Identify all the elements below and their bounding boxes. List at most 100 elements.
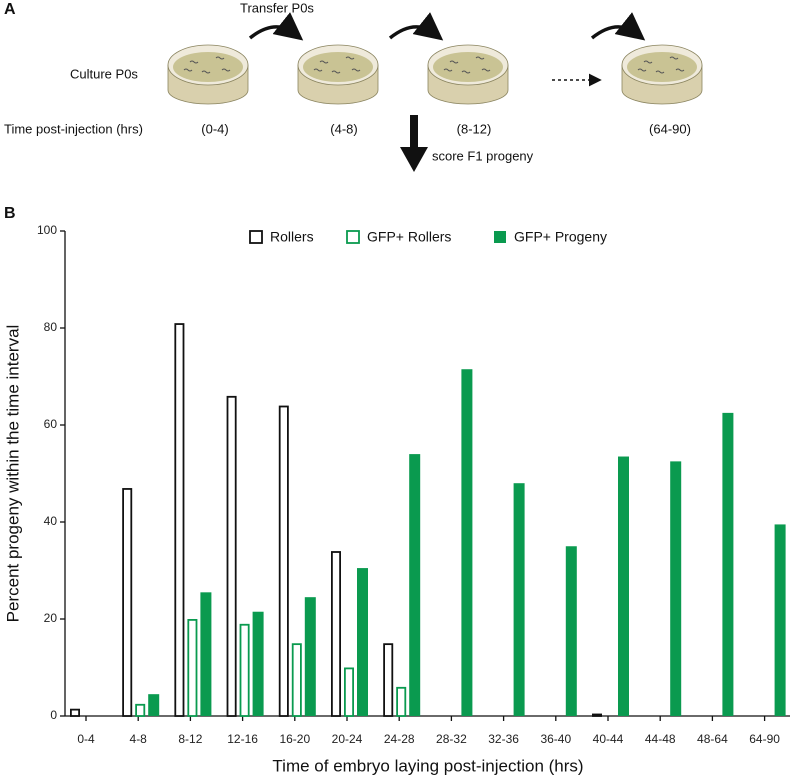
interval: (64-90) <box>649 121 691 136</box>
y-tick-label: 40 <box>44 514 58 528</box>
culture-label: Culture P0s <box>70 66 138 81</box>
time-label: Time post-injection (hrs) <box>4 121 143 136</box>
panel-label: A <box>4 1 16 18</box>
interval: (8-12) <box>457 121 492 136</box>
worm <box>669 56 679 60</box>
bar <box>565 546 577 716</box>
x-tick-label: 8-12 <box>178 732 202 746</box>
bar <box>70 708 81 717</box>
bar <box>461 369 473 716</box>
x-tick-label: 32-36 <box>488 732 519 746</box>
petri-dish <box>427 44 509 105</box>
legend-label: GFP+ Progeny <box>514 229 607 245</box>
worm <box>637 68 647 72</box>
x-tick-label: 12-16 <box>227 732 258 746</box>
bar <box>330 551 341 717</box>
panel-label: B <box>4 205 16 222</box>
arrow <box>400 147 428 172</box>
worm <box>221 68 231 72</box>
worm <box>201 70 211 74</box>
worm <box>443 68 453 72</box>
y-axis-title: Percent progeny within the time interval <box>3 325 22 623</box>
interval: (0-4) <box>201 121 228 136</box>
dishes <box>167 44 703 105</box>
y-tick-label: 20 <box>44 611 58 625</box>
bar <box>774 524 786 716</box>
worm <box>449 60 459 64</box>
x-tick-label: 16-20 <box>279 732 310 746</box>
worm <box>643 60 653 64</box>
bar <box>135 703 146 717</box>
legend-swatch <box>494 231 506 243</box>
bar <box>291 643 302 717</box>
arrow <box>410 115 418 147</box>
worm <box>345 56 355 60</box>
y-tick-label: 60 <box>44 417 58 431</box>
bar <box>592 713 603 717</box>
x-tick-label: 24-28 <box>384 732 415 746</box>
x-tick-label: 4-8 <box>130 732 148 746</box>
petri-dish <box>621 44 703 105</box>
petri-dish <box>167 44 249 105</box>
bar <box>239 623 250 717</box>
arrow <box>590 12 646 41</box>
x-tick-label: 48-64 <box>697 732 728 746</box>
chart: 0 20 40 60 80 100 0-4 4-8 8-12 12-16 16-20 20-24 24-… <box>3 223 790 775</box>
legend-label: GFP+ Rollers <box>367 229 451 245</box>
bar <box>122 488 133 717</box>
dish-agar <box>173 52 243 82</box>
x-tick-label: 0-4 <box>77 732 95 746</box>
worm <box>331 70 341 74</box>
x-tick-label: 36-40 <box>540 732 571 746</box>
x-axis-title: Time of embryo laying post-injection (hr… <box>272 756 583 775</box>
bar <box>148 694 160 716</box>
worm <box>461 70 471 74</box>
legend-swatch <box>346 230 360 244</box>
worm <box>319 60 329 64</box>
x-tick-label: 64-90 <box>749 732 780 746</box>
bar <box>670 461 682 716</box>
bar <box>174 323 185 717</box>
bar <box>618 456 629 716</box>
worm <box>475 56 485 60</box>
petri-dish <box>297 44 379 105</box>
worm <box>675 68 685 72</box>
worm <box>313 68 323 72</box>
y-tick-label: 100 <box>37 223 57 237</box>
bar <box>409 454 421 716</box>
x-tick-label: 20-24 <box>332 732 363 746</box>
bar <box>343 667 354 717</box>
worm <box>189 60 199 64</box>
bar <box>252 611 264 716</box>
bar <box>187 619 198 717</box>
arrow <box>248 12 304 41</box>
bar <box>200 592 212 716</box>
bar <box>396 686 407 717</box>
bar <box>357 568 368 716</box>
bar <box>513 483 525 716</box>
worm <box>655 70 665 74</box>
legend-label: Rollers <box>270 229 314 245</box>
x-tick-label: 44-48 <box>645 732 676 746</box>
y-tick-label: 0 <box>50 708 57 722</box>
score-label: score F1 progeny <box>432 148 534 163</box>
worm <box>183 68 193 72</box>
x-tick-label: 40-44 <box>593 732 624 746</box>
dish-agar <box>433 52 503 82</box>
bar <box>226 395 237 717</box>
worm <box>215 56 225 60</box>
dish-agar <box>627 52 697 82</box>
legend-swatch <box>249 230 263 244</box>
bar <box>304 597 316 716</box>
bar <box>278 405 289 717</box>
bar <box>722 412 734 716</box>
arrow <box>388 12 444 41</box>
transfer-label: Transfer P0s <box>240 0 314 15</box>
y-tick-label: 80 <box>44 320 58 334</box>
x-tick-label: 28-32 <box>436 732 467 746</box>
worm <box>351 68 361 72</box>
dish-agar <box>303 52 373 82</box>
interval: (4-8) <box>330 121 357 136</box>
bar <box>383 643 394 717</box>
